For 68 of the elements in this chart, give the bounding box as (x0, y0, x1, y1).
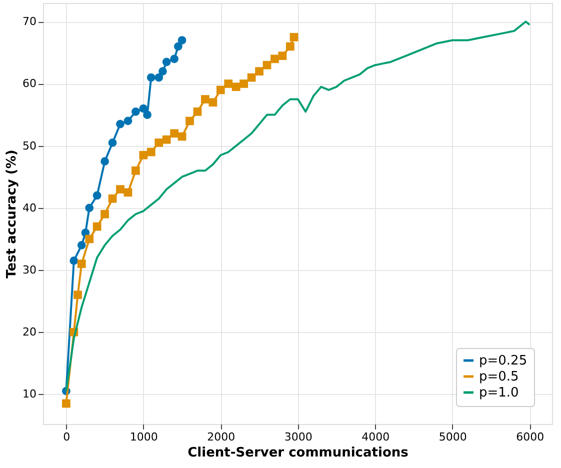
point (240, 80, 248, 88)
point (162, 135, 171, 144)
y-axis-title: Test accuracy (%) (4, 150, 20, 278)
point (116, 120, 124, 128)
point (216, 86, 225, 94)
y-tick-label: 40 (22, 201, 36, 214)
point (174, 42, 182, 51)
point (193, 107, 202, 116)
point (208, 98, 218, 107)
point (146, 148, 156, 156)
y-tick-label: 30 (22, 264, 36, 277)
point (201, 95, 210, 104)
point (70, 256, 78, 265)
point (278, 52, 287, 60)
point (143, 110, 152, 119)
point (178, 132, 186, 141)
x-tick-label: 2000 (207, 430, 236, 444)
point (132, 166, 140, 175)
point (100, 210, 109, 218)
point (154, 73, 164, 82)
point (139, 104, 148, 113)
x-tick-label: 0 (63, 430, 70, 444)
point (290, 32, 298, 42)
x-tick-label: 6000 (516, 430, 544, 444)
point (85, 204, 94, 212)
point (77, 260, 86, 268)
y-tick-label: 10 (22, 388, 36, 401)
point (100, 157, 109, 166)
point (116, 185, 124, 194)
point (124, 116, 132, 126)
y-tick-label: 20 (22, 326, 36, 339)
point (139, 150, 148, 160)
point (232, 82, 240, 92)
point (286, 42, 294, 51)
point (247, 73, 256, 82)
y-tick-label: 70 (22, 15, 36, 28)
y-tick-label: 50 (22, 139, 36, 152)
point (62, 399, 70, 408)
x-tick-label: 1000 (130, 430, 158, 444)
point (85, 234, 94, 244)
point (170, 129, 178, 138)
point (170, 54, 178, 64)
legend-label: p=0.5 (479, 370, 519, 384)
point (224, 80, 233, 88)
point (77, 240, 86, 250)
point (108, 138, 117, 147)
point (178, 36, 186, 44)
point (74, 290, 82, 300)
x-tick-label: 5000 (438, 430, 467, 444)
y-tick-label: 60 (22, 77, 36, 90)
legend-label: p=0.25 (479, 354, 528, 368)
point (146, 73, 156, 82)
point (154, 138, 164, 147)
point (270, 54, 279, 64)
point (255, 67, 264, 76)
point (162, 58, 171, 66)
point (262, 60, 272, 70)
x-tick-label: 3000 (284, 430, 312, 444)
point (92, 222, 102, 231)
point (124, 188, 132, 197)
point (108, 194, 117, 203)
point (186, 116, 194, 126)
point (132, 107, 140, 116)
point (158, 67, 167, 76)
point (92, 191, 102, 200)
x-tick-label: 4000 (362, 430, 390, 444)
legend-label: p=1.0 (479, 386, 519, 400)
x-axis-title: Client-Server communications (188, 446, 409, 460)
